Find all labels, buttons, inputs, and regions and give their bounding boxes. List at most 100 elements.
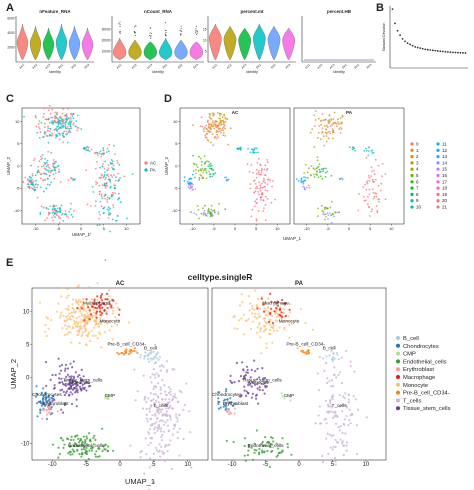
umap-point	[335, 376, 338, 379]
umap-point	[68, 318, 71, 321]
umap-point	[69, 445, 72, 448]
umap-point	[57, 121, 60, 124]
umap-point	[79, 308, 82, 311]
violin-shape	[174, 39, 188, 61]
umap-point	[98, 152, 101, 155]
umap-point	[58, 381, 62, 384]
legend-label: Chondrocytes	[403, 344, 439, 350]
umap-point	[59, 181, 62, 183]
umap-point	[41, 157, 44, 160]
umap-point	[44, 178, 47, 181]
umap-point	[160, 364, 163, 367]
umap-point	[266, 190, 269, 192]
umap-point	[55, 160, 57, 163]
umap-point	[367, 174, 370, 177]
umap-point	[129, 348, 132, 351]
umap-point	[340, 410, 344, 413]
umap-point	[265, 346, 268, 349]
umap-point	[329, 132, 332, 135]
umap-point	[158, 355, 161, 359]
umap-point	[129, 444, 132, 447]
umap-point	[226, 398, 229, 401]
x-tick-label: AC3	[146, 63, 153, 70]
legend-label: Pre-B_cell_CD34-	[403, 391, 450, 397]
elbow-point	[396, 29, 399, 32]
umap-point	[102, 207, 105, 210]
umap-point	[55, 135, 58, 138]
umap-point	[68, 325, 71, 328]
umap-point	[70, 202, 73, 205]
umap-point	[85, 316, 88, 319]
umap-point	[114, 187, 116, 189]
umap-point	[222, 129, 225, 132]
umap-point	[210, 204, 213, 207]
umap-point	[269, 179, 271, 182]
elbow-point	[421, 47, 424, 50]
umap-point	[101, 184, 104, 187]
umap-point	[39, 213, 42, 216]
umap-point	[78, 441, 81, 444]
violin-outlier	[165, 34, 167, 36]
umap-point	[308, 167, 310, 170]
umap-point	[253, 451, 256, 454]
umap-point	[192, 184, 194, 186]
umap-point	[60, 204, 63, 207]
umap-point	[347, 401, 350, 404]
umap-point	[37, 166, 39, 168]
umap-point	[325, 135, 328, 138]
umap-point	[264, 174, 267, 176]
umap-point	[69, 453, 72, 456]
umap-point	[47, 394, 50, 397]
umap-point	[76, 333, 79, 337]
umap-point	[209, 117, 212, 120]
umap-point	[335, 351, 338, 354]
umap-point	[317, 117, 320, 120]
umap-point	[334, 463, 337, 466]
umap-point	[92, 320, 95, 323]
umap-point	[51, 216, 53, 219]
umap-point	[373, 173, 376, 176]
umap-point	[256, 185, 258, 188]
umap-point	[62, 390, 65, 393]
umap-point	[176, 437, 179, 440]
umap-point	[171, 368, 174, 371]
umap-point	[316, 372, 319, 375]
umap-point	[169, 418, 172, 421]
umap-point	[336, 353, 339, 356]
violin-outlier	[134, 31, 136, 33]
umap-point	[332, 118, 335, 121]
umap-point	[85, 298, 88, 301]
elbow-point	[424, 48, 427, 51]
umap-point	[110, 306, 113, 309]
legend-label: PA	[150, 168, 156, 173]
umap-point	[108, 295, 111, 298]
legend-swatch	[410, 186, 414, 190]
umap-point	[107, 164, 110, 167]
umap-point	[255, 176, 258, 179]
umap-point	[211, 212, 213, 215]
umap-point	[104, 178, 106, 181]
umap-point	[58, 170, 60, 173]
subplot-title: percent.HB	[327, 9, 352, 14]
umap-point	[166, 458, 169, 461]
umap-point	[235, 361, 238, 365]
umap-point	[245, 365, 249, 368]
umap-point	[262, 177, 265, 180]
umap-point	[99, 294, 103, 298]
umap-point	[104, 197, 106, 200]
umap-point	[88, 319, 91, 323]
umap-point	[107, 213, 110, 216]
umap-point	[87, 457, 90, 460]
umap-point	[75, 385, 78, 388]
umap-point	[109, 181, 112, 183]
umap-point	[247, 148, 249, 150]
umap-point	[263, 186, 265, 188]
umap-point	[260, 451, 264, 454]
y-tick-label: 10	[23, 309, 30, 315]
umap-point	[189, 431, 192, 434]
umap-point	[156, 429, 159, 432]
panel-letter-d: D	[164, 93, 172, 105]
umap-point	[328, 212, 331, 214]
umap-point	[75, 325, 79, 328]
umap-point	[178, 454, 181, 457]
